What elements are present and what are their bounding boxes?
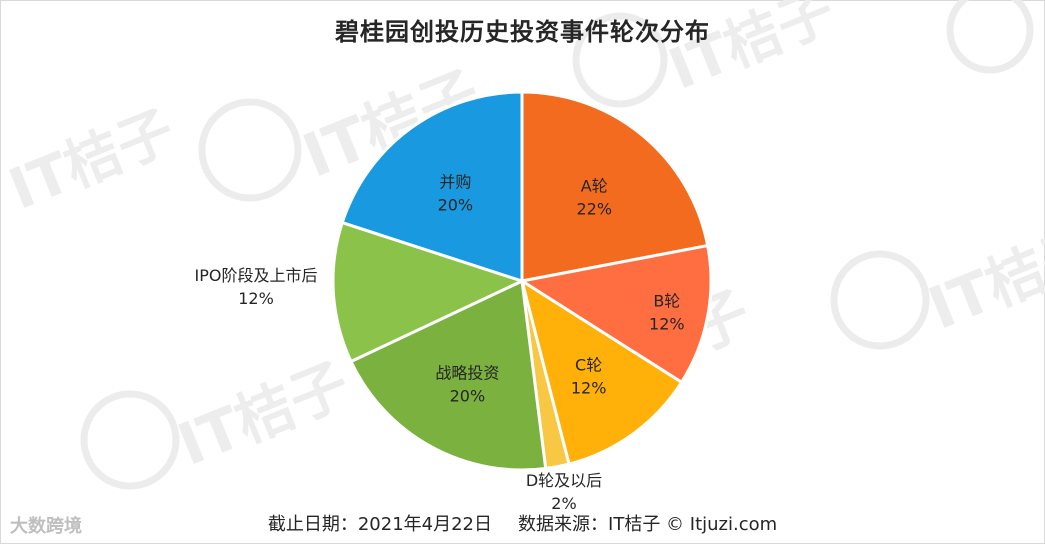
pie-slice [348,278,548,472]
slice-percent: 20% [450,386,486,405]
slice-label: D轮及以后 [526,471,602,490]
watermark-logo: IT桔子 [830,213,1045,350]
pie-slice [520,90,710,283]
slice-percent: 12% [238,289,274,308]
slice-label: C轮 [575,356,602,375]
footer-date: 截止日期：2021年4月22日 [267,514,493,535]
watermark-logo: IT桔子 [1,98,184,222]
svg-text:IT桔子: IT桔子 [919,213,1045,342]
brand-watermark: 大数跨境 [10,516,82,537]
slice-percent: 2% [551,494,576,513]
pie-slice [517,243,713,385]
slice-percent: 20% [438,195,474,214]
footer-source: 数据来源：IT桔子 © Itjuzi.com [518,514,778,535]
svg-text:IT桔子: IT桔子 [169,350,359,479]
slice-percent: 12% [571,379,607,398]
slice-percent: 12% [649,315,685,334]
slice-label: 并购 [439,172,471,191]
slice-label: B轮 [653,292,680,311]
footer: 截止日期：2021年4月22日 数据来源：IT桔子 © Itjuzi.com [0,510,1045,536]
pie-slice [331,220,527,364]
slice-label: 战略投资 [435,363,499,382]
pie-labels: A轮 22% B轮 12% C轮 12% D轮及以后 2% 战略投资 20% IPO阶段及上市后 12… [195,172,685,513]
slice-label: IPO阶段及上市后 [195,266,318,285]
watermark-logo [946,0,1034,74]
slice-label: A轮 [581,177,608,196]
svg-text:IT桔子: IT桔子 [1,98,184,222]
watermark-logo: IT桔子 [80,350,359,490]
pie-chart [331,90,713,472]
chart-title: 碧桂园创投历史投资事件轮次分布 [335,18,710,46]
pie-slice [519,277,684,466]
slice-percent: 22% [577,200,613,219]
pie-slice [340,90,524,284]
